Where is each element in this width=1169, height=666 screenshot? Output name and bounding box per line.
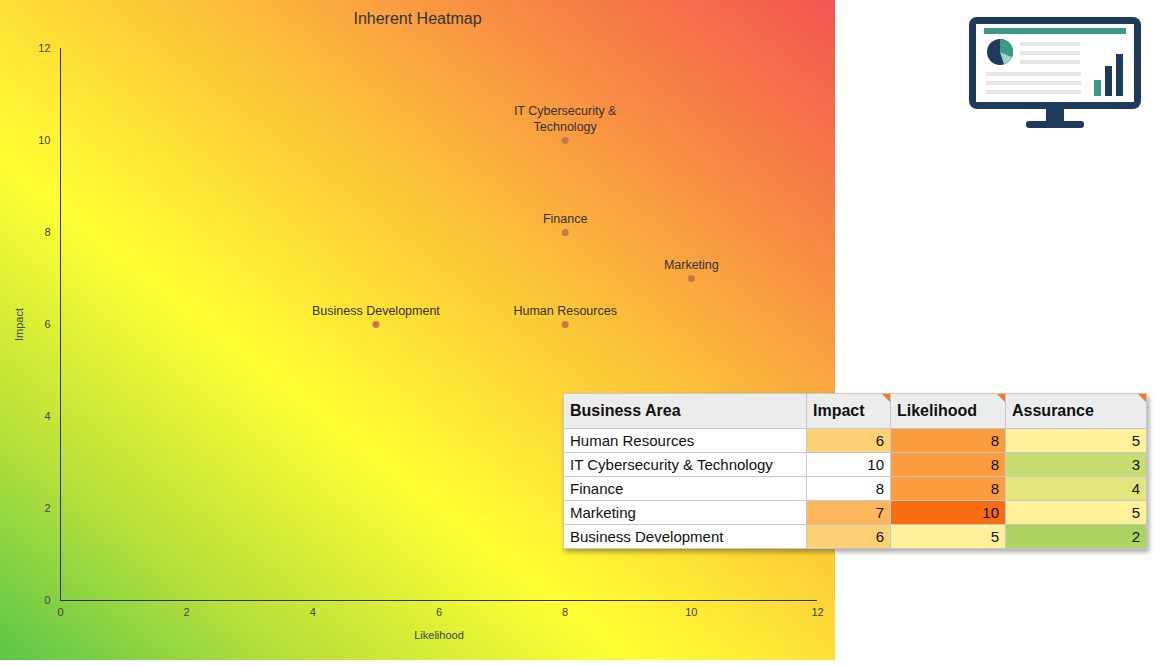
html-text:10: 10 [982, 504, 999, 521]
svg-text:8: 8 [562, 606, 568, 618]
svg-text:4: 4 [310, 606, 316, 618]
html-text:6: 6 [875, 432, 884, 449]
svg-text:Business Development: Business Development [312, 304, 440, 318]
svg-text:Likelihood: Likelihood [414, 629, 464, 641]
html-text:5: 5 [990, 528, 999, 545]
html-text:2: 2 [1131, 528, 1140, 545]
svg-text:12: 12 [38, 42, 50, 54]
html-text:7: 7 [875, 504, 884, 521]
html-text:Business Area: Business Area [570, 402, 681, 419]
svg-text:Marketing: Marketing [664, 258, 719, 272]
html-text:4: 4 [1131, 480, 1140, 497]
svg-text:Human Resources: Human Resources [513, 304, 617, 318]
svg-text:0: 0 [57, 606, 63, 618]
svg-text:12: 12 [811, 606, 823, 618]
html-text:10: 10 [867, 456, 884, 473]
svg-text:6: 6 [44, 318, 50, 330]
html-text:5: 5 [1131, 432, 1140, 449]
svg-text:2: 2 [44, 502, 50, 514]
html-text:8: 8 [875, 480, 884, 497]
svg-text:Impact: Impact [13, 308, 25, 341]
html-text:3: 3 [1131, 456, 1140, 473]
html-text:8: 8 [990, 432, 999, 449]
html-text:Impact: Impact [813, 402, 865, 419]
html-text:Human Resources: Human Resources [570, 432, 695, 449]
svg-text:10: 10 [38, 134, 50, 146]
html-text:Likelihood: Likelihood [897, 402, 977, 419]
html-text:Inherent Heatmap: Inherent Heatmap [353, 10, 482, 27]
html-text:Finance: Finance [570, 480, 624, 497]
html-text:6: 6 [875, 528, 884, 545]
html-text:IT Cybersecurity & Technology: IT Cybersecurity & Technology [570, 456, 773, 473]
html-text:Marketing: Marketing [570, 504, 636, 521]
html-text:8: 8 [990, 480, 999, 497]
svg-text:Finance: Finance [543, 212, 588, 226]
html-text:5: 5 [1131, 504, 1140, 521]
svg-text:2: 2 [184, 606, 190, 618]
html-text:Assurance: Assurance [1012, 402, 1094, 419]
svg-text:10: 10 [685, 606, 697, 618]
html-text:Business Development: Business Development [570, 528, 724, 545]
svg-text:4: 4 [44, 410, 50, 422]
svg-text:0: 0 [44, 594, 50, 606]
svg-text:IT Cybersecurity &Technology: IT Cybersecurity &Technology [514, 104, 617, 134]
html-text:8: 8 [990, 456, 999, 473]
svg-text:6: 6 [436, 606, 442, 618]
svg-text:8: 8 [44, 226, 50, 238]
